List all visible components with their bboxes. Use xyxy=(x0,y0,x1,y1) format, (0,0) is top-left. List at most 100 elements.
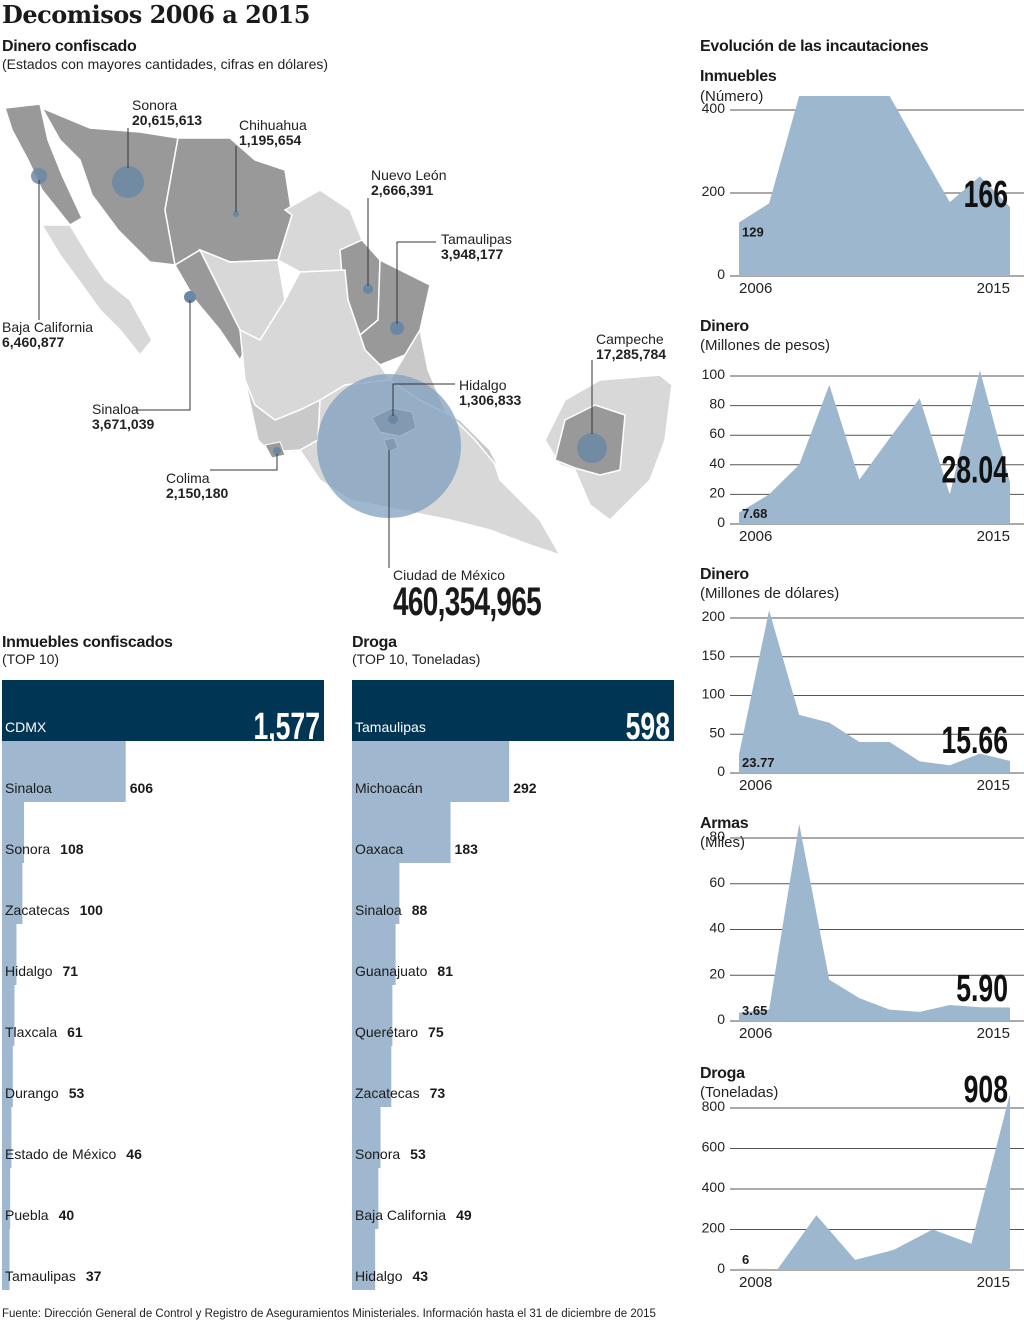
inmuebles-bar-value-9: 37 xyxy=(86,1268,102,1284)
map-subtitle: (Estados con mayores cantidades, cifras … xyxy=(2,56,329,72)
armas-xlabel-end: 2015 xyxy=(977,1025,1010,1042)
droga-bar-8 xyxy=(352,1168,379,1229)
pesos-ytick-1: 20 xyxy=(709,484,725,500)
dolares-xlabel-end: 2015 xyxy=(977,777,1010,794)
inmuebles-bar-value-3: 100 xyxy=(80,902,104,918)
droga-bar-label-5: Querétaro xyxy=(355,1024,418,1040)
droga-bar-value-1: 292 xyxy=(513,780,537,796)
evolution-title: Evolución de las incautaciones xyxy=(700,38,929,55)
label-colima: Colima 2,150,180 xyxy=(166,470,229,501)
droga-bar-label-1: Michoacán xyxy=(355,780,423,796)
inmuebles-bar-1 xyxy=(2,741,126,802)
armas-ytick-3: 60 xyxy=(709,874,725,890)
droga-bar-label-3: Sinaloa xyxy=(355,902,402,918)
droga-last-value: 908 xyxy=(964,1067,1008,1110)
inmuebles-ytick-0: 0 xyxy=(717,266,725,282)
evo-pesos-title: Dinero xyxy=(700,318,749,335)
droga-bar-value-7: 53 xyxy=(410,1146,426,1162)
droga-bar-value-3: 88 xyxy=(412,902,428,918)
colima-leader xyxy=(210,454,278,471)
dolares-first-value: 23.77 xyxy=(742,755,775,770)
page-title: Decomisos 2006 a 2015 xyxy=(2,0,310,29)
label-sonora: Sonora 20,615,613 xyxy=(132,97,203,128)
droga-bar-value-5: 75 xyxy=(428,1024,444,1040)
inmuebles-bar-label-9: Tamaulipas xyxy=(5,1268,76,1284)
label-sinaloa: Sinaloa 3,671,039 xyxy=(92,401,155,432)
tamaulipas-bubble xyxy=(390,321,404,335)
inmuebles-bar-label-1: Sinaloa xyxy=(5,780,52,796)
armas-ytick-2: 40 xyxy=(709,920,725,936)
droga-ytick-0: 0 xyxy=(717,1260,725,1276)
map-title: Dinero confiscado xyxy=(2,38,137,55)
tamaulipas-leader xyxy=(396,241,436,324)
baja-california-bubble xyxy=(31,168,47,184)
droga-bar-value-6: 73 xyxy=(430,1085,446,1101)
inmuebles-bar-value-6: 53 xyxy=(69,1085,85,1101)
droga-bar-7 xyxy=(352,1107,381,1168)
pesos-ytick-4: 80 xyxy=(709,396,725,412)
evo-dolares-subtitle: (Millones de dólares) xyxy=(700,585,840,602)
droga-bar-label-6: Zacatecas xyxy=(355,1085,420,1101)
inmuebles-bar-value-2: 108 xyxy=(60,841,84,857)
source-footer: Fuente: Dirección General de Control y R… xyxy=(2,1308,656,1320)
pesos-area xyxy=(739,370,1010,524)
droga-bar-label-9: Hidalgo xyxy=(355,1268,403,1284)
inmuebles-bar-value-1: 606 xyxy=(130,780,154,796)
droga-bar-value-2: 183 xyxy=(455,841,479,857)
inmuebles-bar-label-8: Puebla xyxy=(5,1207,49,1223)
evo-inmuebles-subtitle: (Número) xyxy=(700,88,764,105)
inmuebles-xlabel-start: 2006 xyxy=(739,280,772,297)
inmuebles-bar-5 xyxy=(2,985,15,1046)
droga-bar-0 xyxy=(352,680,674,741)
inmuebles-bar-4 xyxy=(2,924,17,985)
droga-bar-5 xyxy=(352,985,393,1046)
pesos-ytick-3: 60 xyxy=(709,425,725,441)
armas-ytick-4: 80 xyxy=(709,828,725,844)
droga-xlabel-start: 2008 xyxy=(739,1274,772,1291)
armas-xlabel-start: 2006 xyxy=(739,1025,772,1042)
armas-ytick-1: 20 xyxy=(709,965,725,981)
chihuahua-bubble xyxy=(233,211,239,217)
armas-last-value: 5.90 xyxy=(956,966,1008,1009)
inmuebles-ytick-2: 400 xyxy=(702,100,726,116)
droga-ytick-1: 200 xyxy=(702,1220,726,1236)
baja-california-state xyxy=(4,103,83,226)
mexico-map xyxy=(4,103,673,568)
droga-bar-4 xyxy=(352,924,396,985)
droga-bar-label-2: Oaxaca xyxy=(355,841,403,857)
droga-xlabel-end: 2015 xyxy=(977,1274,1010,1291)
inmuebles-bar-8 xyxy=(2,1168,11,1229)
nuevo-leon-bubble xyxy=(363,284,373,294)
inmuebles-bar-label-4: Hidalgo xyxy=(5,963,53,979)
inmuebles-bar-2 xyxy=(2,802,25,863)
dolares-ytick-1: 50 xyxy=(709,724,725,740)
evo-armas-title: Armas xyxy=(700,815,749,832)
hidalgo-leader xyxy=(392,383,455,416)
droga-bar-6 xyxy=(352,1046,392,1107)
droga-area xyxy=(739,1094,1010,1270)
dolares-xlabel-start: 2006 xyxy=(739,777,772,794)
sinaloa-leader xyxy=(134,300,191,411)
inmuebles-bar-3 xyxy=(2,863,23,924)
pesos-xlabel-start: 2006 xyxy=(739,528,772,545)
inmuebles-bar-value-7: 46 xyxy=(126,1146,142,1162)
pesos-ytick-5: 100 xyxy=(702,366,726,382)
evo-droga-title: Droga xyxy=(700,1065,745,1082)
label-nuevo-leon: Nuevo León 2,666,391 xyxy=(371,167,447,198)
inmuebles-bar-value-8: 40 xyxy=(59,1207,75,1223)
droga-bar-label-4: Guanajuato xyxy=(355,963,428,979)
droga-bar-value-4: 81 xyxy=(437,963,453,979)
label-hidalgo: Hidalgo 1,306,833 xyxy=(459,377,522,408)
inmuebles-bar-label-0: CDMX xyxy=(5,719,47,735)
droga-bar-9 xyxy=(352,1229,376,1290)
evo-dolares-title: Dinero xyxy=(700,566,749,583)
droga-bar-title: Droga xyxy=(352,634,397,651)
pesos-ytick-2: 40 xyxy=(709,455,725,471)
armas-area xyxy=(739,824,1010,1021)
colima-bubble xyxy=(273,447,281,455)
inmuebles-ytick-1: 200 xyxy=(702,183,726,199)
sinaloa-bubble xyxy=(184,291,196,303)
dolares-ytick-4: 200 xyxy=(702,608,726,624)
label-campeche: Campeche 17,285,784 xyxy=(596,331,667,362)
inmuebles-bar-label-3: Zacatecas xyxy=(5,902,70,918)
